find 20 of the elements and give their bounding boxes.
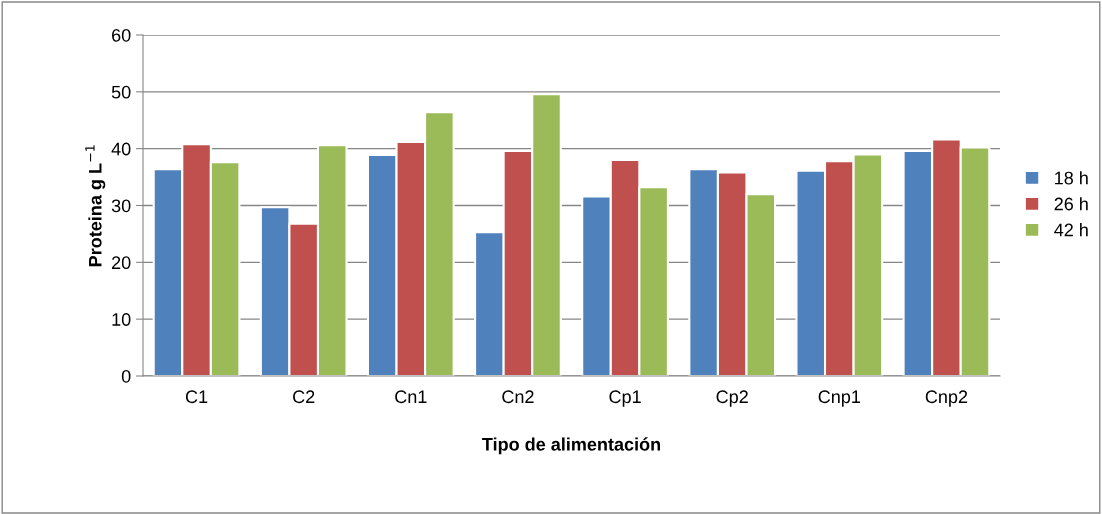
legend-label: 42 h [1054, 223, 1088, 237]
x-tick-label: C2 [293, 390, 315, 404]
y-tick-label: 0 [121, 369, 131, 383]
y-tick-label: 40 [111, 142, 131, 156]
x-tick-label: Cp1 [609, 390, 641, 407]
x-axis-title: Tipo de alimentación [482, 437, 661, 455]
x-tick-label: Cnp2 [925, 390, 968, 407]
y-tick-label: 60 [112, 28, 131, 42]
y-tick-label: 30 [111, 199, 131, 213]
legend-label: 26 h [1054, 197, 1088, 211]
y-tick-label: 10 [112, 313, 131, 326]
legend-label: 18 h [1055, 171, 1088, 185]
x-tick-label: Cn2 [502, 390, 534, 404]
x-tick-label: Cn1 [395, 390, 427, 404]
y-tick-label: 50 [111, 85, 131, 99]
y-tick-label: 20 [112, 256, 131, 270]
y-axis-title: Proteina g L$^{−1}$ [85, 145, 106, 267]
x-tick-label: Cp2 [716, 390, 748, 407]
x-tick-label: C1 [185, 390, 208, 404]
x-tick-label: Cnp1 [818, 390, 861, 407]
